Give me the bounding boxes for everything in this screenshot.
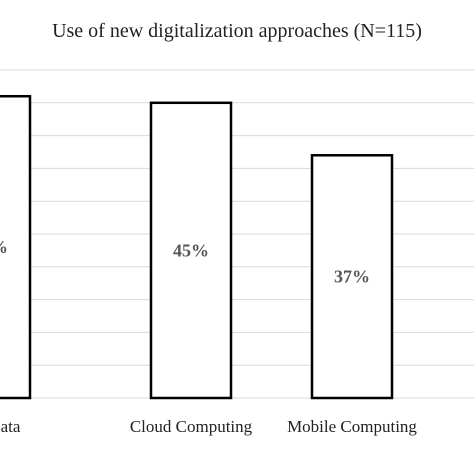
bar (149, 101, 233, 400)
chart-title: Use of new digitalization approaches (N=… (52, 20, 422, 42)
x-tick-label: Mobile Computing (287, 417, 417, 436)
x-tick-label: Big Data (0, 417, 21, 436)
gridlines (0, 69, 474, 399)
bar-value-label: 37% (334, 267, 370, 287)
bars (0, 94, 394, 400)
x-tick-label: Cloud Computing (130, 417, 253, 436)
value-labels: 46% 45% 37% (0, 237, 370, 287)
bar (0, 94, 32, 400)
bar-value-label: 45% (173, 240, 209, 260)
bar (310, 154, 394, 400)
bar-value-label: 46% (0, 237, 8, 257)
